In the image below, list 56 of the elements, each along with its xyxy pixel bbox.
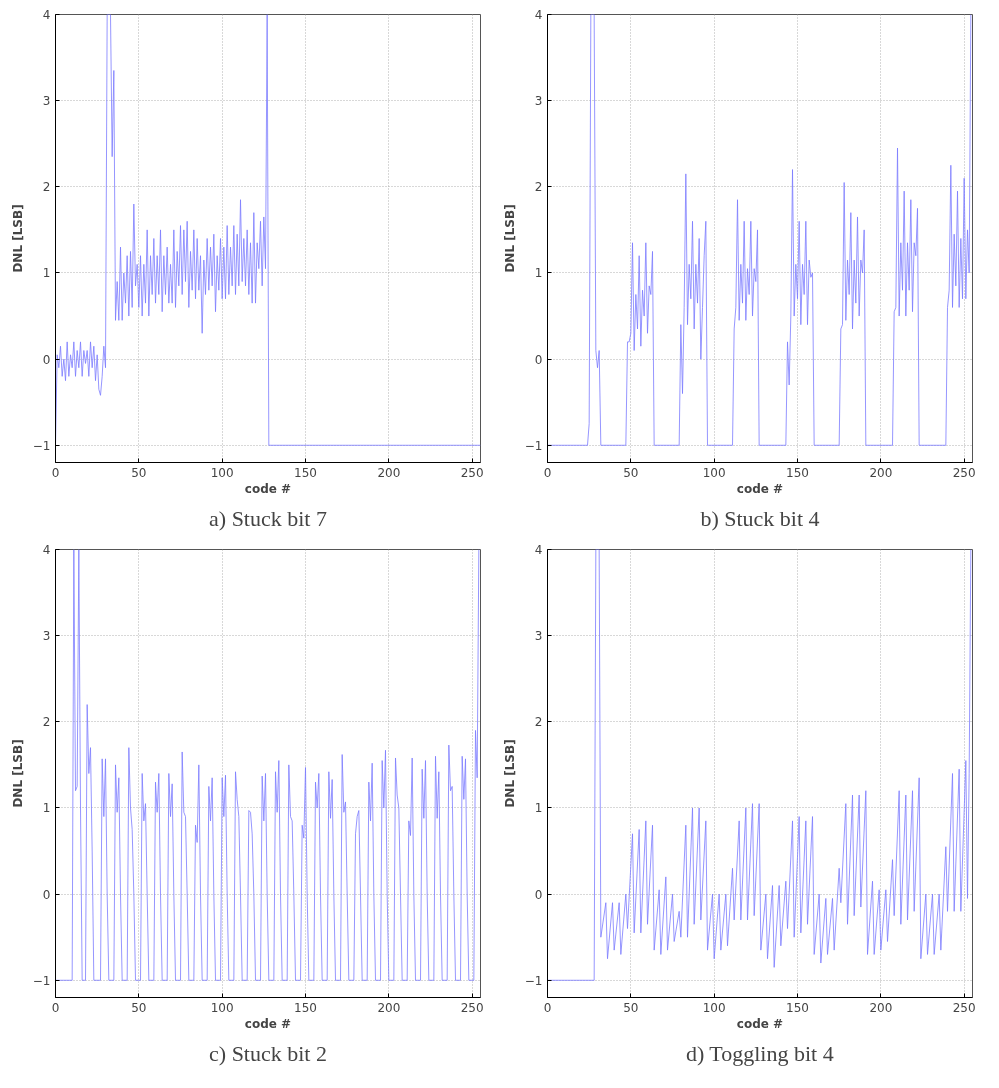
y-tick-label: 2 (534, 180, 543, 195)
x-tick-label: 50 (131, 465, 147, 480)
y-tick-label: 1 (42, 801, 51, 816)
y-tick-label: 0 (534, 887, 543, 902)
x-tick-label: 50 (131, 1000, 147, 1015)
x-tick-label: 100 (210, 465, 234, 480)
text: c) Stuck bit 2 (209, 1040, 327, 1066)
y-axis-title: DNL [LSB] (502, 204, 517, 273)
y-tick-label: 0 (42, 352, 51, 367)
x-axis-title: code # (736, 1016, 784, 1031)
y-tick-label: 4 (534, 8, 543, 22)
x-tick-label: 250 (460, 1000, 484, 1015)
x-tick-label: 200 (869, 465, 893, 480)
y-axis-title: DNL [LSB] (10, 739, 25, 808)
x-tick-label: 150 (786, 465, 809, 480)
x-tick-label: 150 (786, 1000, 809, 1015)
x-tick-label: 250 (460, 465, 484, 480)
y-tick-label: 1 (42, 266, 51, 281)
y-axis-title: DNL [LSB] (10, 204, 25, 273)
y-tick-label: 3 (42, 629, 51, 644)
x-axis-title: code # (736, 481, 784, 496)
text: d) Toggling bit 4 (685, 1040, 834, 1066)
y-tick-label: −1 (32, 438, 51, 453)
x-tick-label: 200 (377, 1000, 401, 1015)
y-tick-label: 0 (42, 887, 51, 902)
y-tick-label: 2 (42, 180, 51, 195)
y-tick-label: −1 (32, 973, 51, 988)
x-axis-title: code # (244, 1016, 292, 1031)
x-tick-label: 200 (869, 1000, 893, 1015)
x-tick-label: 100 (210, 1000, 234, 1015)
x-tick-label: 50 (623, 1000, 639, 1015)
x-tick-label: 50 (623, 465, 639, 480)
y-tick-label: 1 (534, 266, 543, 281)
y-tick-label: 3 (534, 94, 543, 109)
x-tick-label: 250 (952, 465, 976, 480)
text: a) Stuck bit 7 (209, 505, 327, 531)
y-tick-label: 1 (534, 801, 543, 816)
y-tick-label: 2 (534, 715, 543, 730)
y-tick-label: 3 (42, 94, 51, 109)
y-tick-label: 4 (42, 8, 51, 22)
y-tick-label: −1 (524, 973, 543, 988)
x-tick-label: 100 (702, 465, 726, 480)
x-tick-label: 100 (702, 1000, 726, 1015)
text: b) Stuck bit 4 (700, 505, 820, 531)
y-tick-label: −1 (524, 438, 543, 453)
y-tick-label: 4 (42, 543, 51, 557)
y-tick-label: 0 (534, 352, 543, 367)
x-tick-label: 150 (294, 1000, 317, 1015)
y-tick-label: 2 (42, 715, 51, 730)
x-tick-label: 250 (952, 1000, 976, 1015)
y-axis-title: DNL [LSB] (502, 739, 517, 808)
y-tick-label: 3 (534, 629, 543, 644)
y-tick-label: 4 (534, 543, 543, 557)
x-axis-title: code # (244, 481, 292, 496)
x-tick-label: 200 (377, 465, 401, 480)
x-tick-label: 150 (294, 465, 317, 480)
